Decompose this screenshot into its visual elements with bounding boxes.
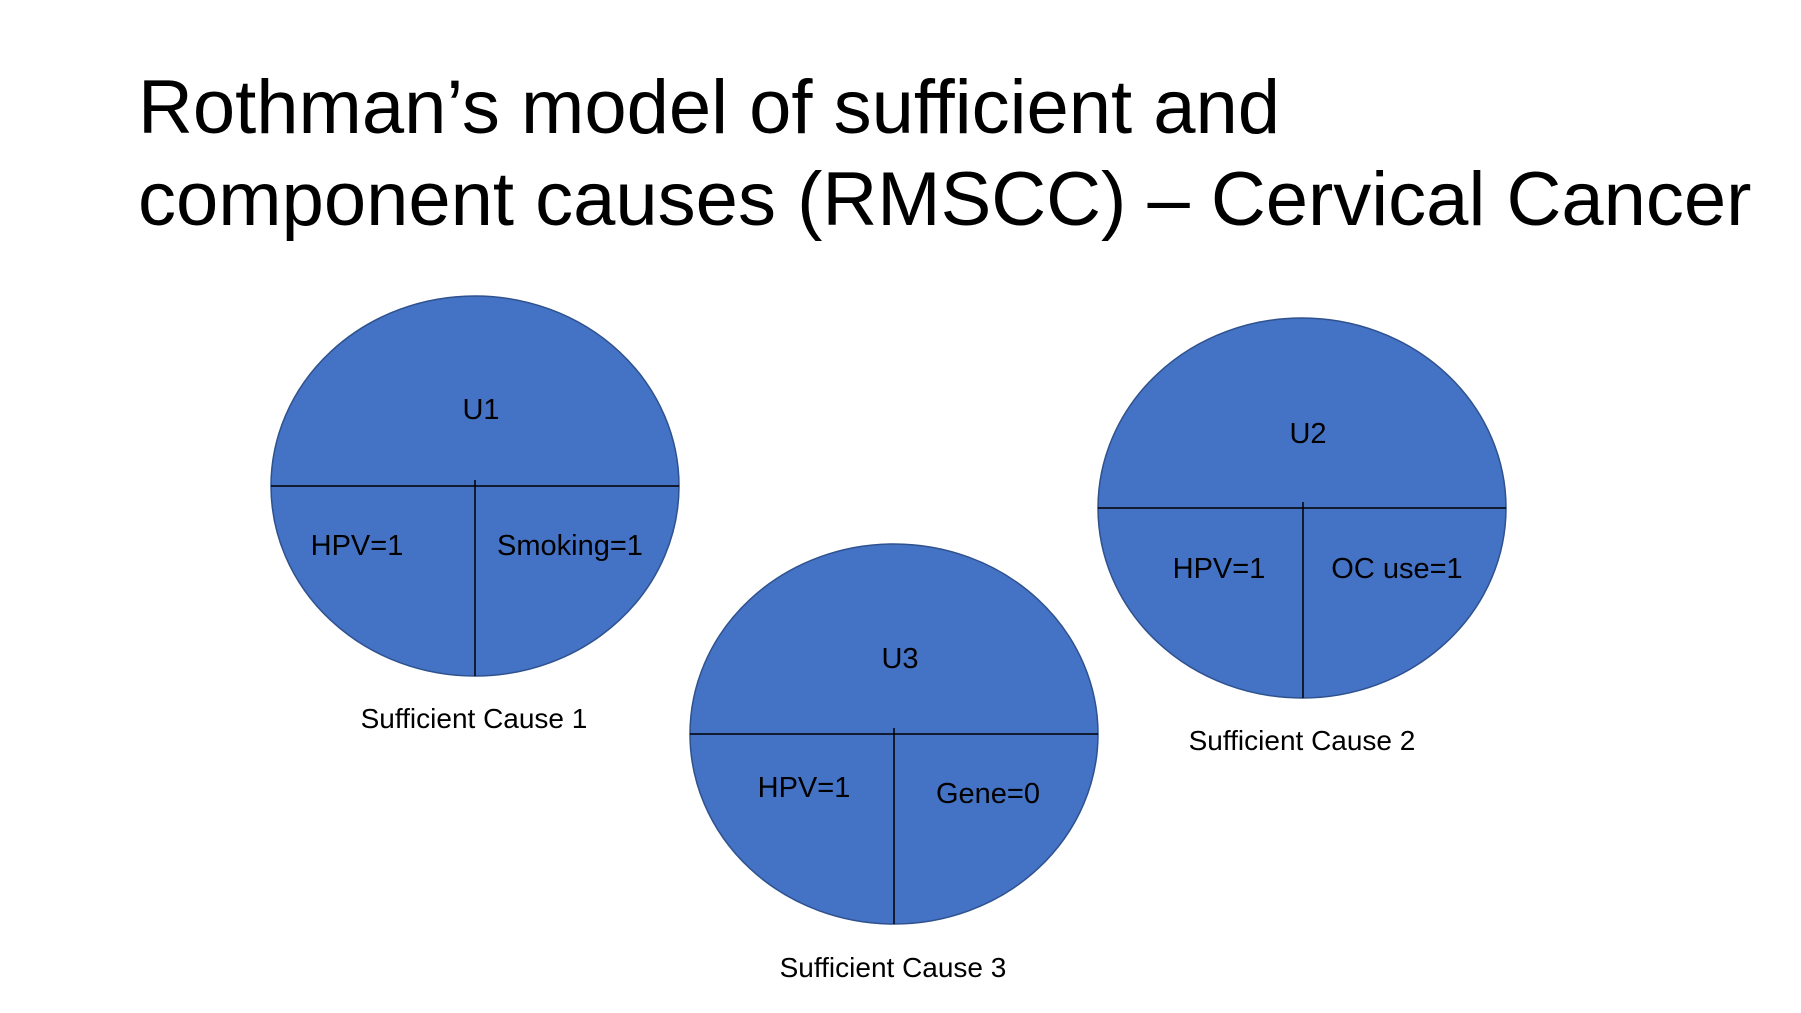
pie-3-bottom-left-label: HPV=1 xyxy=(758,772,851,804)
pie-2-top-label: U2 xyxy=(1289,418,1326,450)
pie-3-top-label: U3 xyxy=(881,643,918,675)
pie-1-bottom-right-label: Smoking=1 xyxy=(497,530,643,562)
sufficient-cause-3: U3 HPV=1 Gene=0 Sufficient Cause 3 xyxy=(689,543,1099,983)
sufficient-cause-2: U2 HPV=1 OC use=1 Sufficient Cause 2 xyxy=(1097,317,1507,756)
pie-2-bottom-right-label: OC use=1 xyxy=(1331,553,1462,585)
title-line-1: Rothman’s model of sufficient and xyxy=(138,65,1281,150)
pie-1-bottom-left-label: HPV=1 xyxy=(311,530,404,562)
pie-2-bottom-left-label: HPV=1 xyxy=(1173,553,1266,585)
pie-1-top-label: U1 xyxy=(462,394,499,426)
pie-1-caption: Sufficient Cause 1 xyxy=(361,703,588,734)
pie-3-bottom-right-label: Gene=0 xyxy=(936,778,1040,810)
title-line-2: component causes (RMSCC) – Cervical Canc… xyxy=(138,157,1752,242)
pie-3-caption: Sufficient Cause 3 xyxy=(780,952,1007,983)
pie-2-caption: Sufficient Cause 2 xyxy=(1189,725,1416,756)
slide-title: Rothman’s model of sufficient and compon… xyxy=(138,62,1752,246)
sufficient-cause-1: U1 HPV=1 Smoking=1 Sufficient Cause 1 xyxy=(270,295,680,734)
